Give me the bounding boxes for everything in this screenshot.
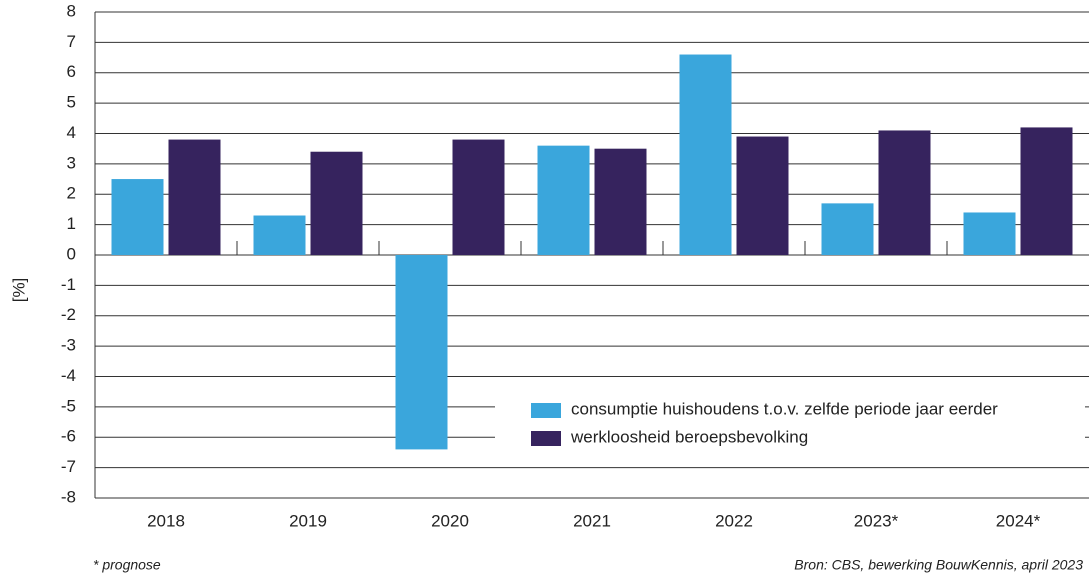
y-tick-label: -6 — [61, 427, 76, 446]
bar — [878, 130, 931, 255]
bar — [736, 136, 789, 255]
y-tick-label: -1 — [61, 275, 76, 294]
bar — [310, 151, 363, 255]
bar — [963, 212, 1016, 255]
x-tick-label: 2019 — [289, 511, 327, 530]
x-tick-label: 2018 — [147, 511, 185, 530]
x-tick-label: 2024* — [996, 511, 1041, 530]
bar — [452, 139, 505, 255]
x-tick-label: 2020 — [431, 511, 469, 530]
y-tick-label: 4 — [67, 123, 76, 142]
y-tick-label: -3 — [61, 336, 76, 355]
y-tick-label: 3 — [67, 153, 76, 172]
legend-swatch — [531, 431, 561, 446]
bar — [253, 215, 306, 255]
legend-box — [495, 396, 1085, 452]
y-tick-label: 2 — [67, 184, 76, 203]
bar — [821, 203, 874, 255]
bar — [1020, 127, 1073, 255]
legend-label: werkloosheid beroepsbevolking — [570, 427, 808, 446]
y-tick-label: 8 — [67, 1, 76, 20]
y-tick-label: -5 — [61, 396, 76, 415]
x-tick-label: 2021 — [573, 511, 611, 530]
bar — [395, 255, 448, 450]
bar — [168, 139, 221, 255]
y-tick-label: -7 — [61, 457, 76, 476]
bar — [111, 179, 164, 255]
source: Bron: CBS, bewerking BouwKennis, april 2… — [794, 557, 1083, 573]
legend-swatch — [531, 403, 561, 418]
bar — [537, 145, 590, 255]
footnote: * prognose — [93, 557, 161, 573]
legend-label: consumptie huishoudens t.o.v. zelfde per… — [571, 399, 998, 418]
y-tick-label: 5 — [67, 93, 76, 112]
bar — [679, 54, 732, 256]
y-tick-label: 0 — [67, 244, 76, 263]
y-axis-label: [%] — [9, 278, 28, 303]
x-tick-label: 2023* — [854, 511, 899, 530]
y-tick-label: 7 — [67, 32, 76, 51]
y-tick-label: -4 — [61, 366, 76, 385]
y-tick-label: 6 — [67, 62, 76, 81]
y-tick-label: -2 — [61, 305, 76, 324]
y-tick-label: 1 — [67, 214, 76, 233]
y-tick-label: -8 — [61, 487, 76, 506]
x-tick-label: 2022 — [715, 511, 753, 530]
bar — [594, 148, 647, 255]
